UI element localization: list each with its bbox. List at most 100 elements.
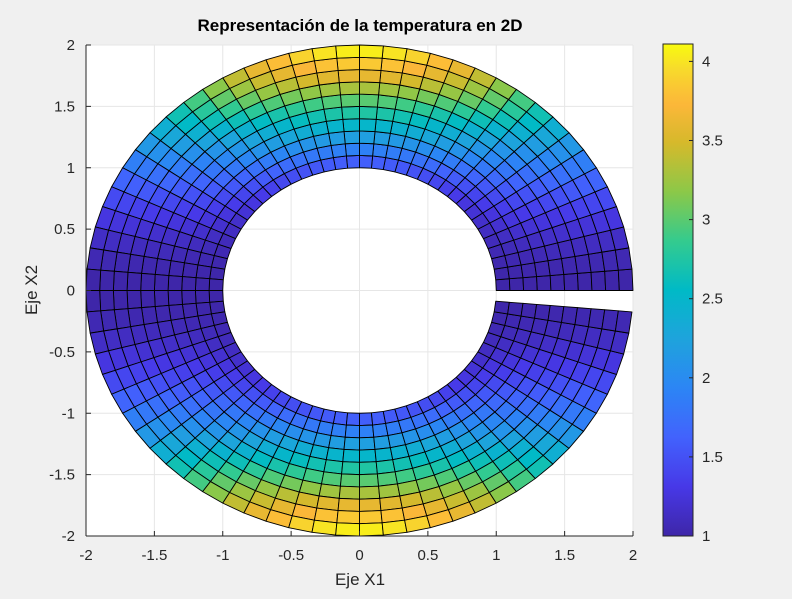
mesh-cell [359, 56, 383, 71]
mesh-cell [381, 45, 408, 62]
mesh-cell [153, 290, 170, 307]
mesh-cell [345, 155, 360, 169]
colorbar-tick-label: 4 [702, 53, 710, 70]
mesh-cell [336, 56, 360, 71]
mesh-cell [168, 260, 185, 278]
mesh-cell [85, 290, 102, 313]
mesh-cell [372, 143, 389, 158]
mesh-cell [508, 277, 525, 291]
colorbar-tick-label: 2 [702, 370, 710, 387]
mesh-cell [520, 262, 538, 279]
mesh-cell [359, 510, 383, 525]
mesh-cell [359, 424, 375, 439]
y-tick-label: -1 [62, 405, 75, 422]
mesh-cell [359, 155, 374, 169]
mesh-cell [332, 410, 349, 426]
x-tick-label: -2 [79, 547, 92, 564]
mesh-cell [493, 300, 510, 315]
y-tick-label: 0.5 [54, 221, 75, 238]
mesh-cell [359, 105, 378, 120]
mesh-cell [370, 155, 387, 171]
x-tick-label: -1.5 [141, 547, 167, 564]
mesh-cell [359, 436, 376, 451]
mesh-cell [194, 290, 211, 304]
mesh-cell [325, 447, 345, 463]
mesh-cell [168, 303, 185, 321]
mesh-cell [374, 118, 394, 134]
mesh-cell [359, 412, 374, 426]
mesh-cell [181, 302, 199, 319]
mesh-cell [344, 142, 360, 157]
mesh-cell [86, 310, 105, 334]
mesh-cell [341, 105, 360, 120]
mesh-cell [167, 290, 183, 306]
y-tick-label: 2 [67, 37, 75, 54]
mesh-cell [507, 301, 524, 317]
mesh-cell [343, 130, 360, 145]
mesh-cell [359, 522, 384, 537]
mesh-cell [563, 272, 579, 291]
mesh-cell [381, 519, 408, 536]
colorbar-tick-label: 1.5 [702, 449, 723, 466]
mesh-cell [342, 449, 360, 463]
mesh-cell [343, 436, 360, 451]
mesh-cell [359, 142, 375, 157]
mesh-cell [536, 275, 552, 291]
mesh-cell [590, 270, 607, 291]
mesh-cell [330, 423, 347, 438]
y-tick-label: 1.5 [54, 98, 75, 115]
x-tick-label: -0.5 [278, 547, 304, 564]
mesh-cell [339, 473, 360, 488]
mesh-cell [335, 522, 360, 537]
y-tick-label: -0.5 [49, 344, 75, 361]
x-axis-ticks: -2 -1.5 -1 -0.5 0 0.5 1 1.5 2 [79, 531, 637, 564]
mesh-cell [311, 519, 338, 536]
x-tick-label: 2 [629, 547, 637, 564]
mesh-cell [339, 93, 360, 108]
y-tick-label: -1.5 [49, 467, 75, 484]
y-tick-label: 1 [67, 160, 75, 177]
mesh-cell [153, 274, 170, 291]
mesh-cell [359, 69, 382, 84]
temperature-mesh [85, 44, 634, 537]
mesh-cell [338, 81, 360, 96]
chart-title: Representación de la temperatura en 2D [197, 16, 523, 35]
mesh-cell [85, 268, 102, 291]
x-axis-label: Eje X1 [334, 570, 386, 589]
mesh-cell [194, 277, 211, 291]
mesh-cell [311, 45, 338, 62]
mesh-cell [617, 268, 634, 291]
mesh-cell [522, 276, 538, 291]
colorbar-tick-label: 2.5 [702, 291, 723, 308]
mesh-cell [345, 412, 360, 426]
mesh-cell [344, 424, 360, 439]
mesh-cell [112, 270, 129, 291]
mesh-cell [534, 303, 551, 321]
mesh-cell [359, 118, 377, 132]
x-tick-label: 1.5 [554, 547, 575, 564]
mesh-cell [325, 118, 345, 134]
mesh-cell [208, 278, 224, 291]
x-tick-label: -1 [216, 547, 229, 564]
mesh-cell [99, 290, 115, 312]
mesh-cell [359, 449, 377, 463]
mesh-cell [341, 461, 360, 476]
y-axis-ticks: -2 -1.5 -1 -0.5 0 0.5 1 1.5 2 [49, 37, 91, 545]
mesh-cell [195, 264, 212, 280]
mesh-cell [359, 130, 376, 145]
colorbar-tick-label: 3 [702, 212, 710, 229]
mesh-cell [208, 290, 224, 303]
mesh-cell [181, 290, 197, 305]
mesh-cell [126, 271, 142, 291]
x-tick-label: 1 [492, 547, 500, 564]
mesh-cell [140, 272, 156, 291]
mesh-cell [359, 44, 384, 59]
mesh-cell [140, 290, 156, 309]
mesh-cell [374, 447, 394, 463]
mesh-cell [373, 131, 391, 146]
mesh-cell [495, 278, 511, 291]
mesh-cell [86, 247, 105, 271]
mesh-cell [520, 302, 538, 319]
